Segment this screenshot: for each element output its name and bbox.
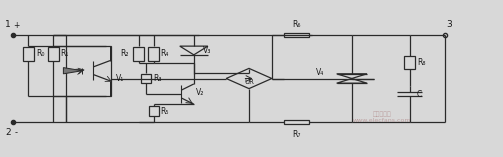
Text: R₅: R₅ xyxy=(160,107,169,116)
Bar xyxy=(66,46,111,96)
Bar xyxy=(133,47,144,61)
Bar xyxy=(148,47,159,61)
Bar xyxy=(284,33,309,37)
Bar xyxy=(404,56,415,70)
Bar xyxy=(284,120,309,124)
Bar xyxy=(48,47,59,61)
Text: C: C xyxy=(417,89,423,99)
Text: R₂: R₂ xyxy=(120,49,129,58)
Bar xyxy=(141,73,151,84)
Polygon shape xyxy=(63,68,82,74)
Text: -: - xyxy=(15,128,18,138)
Text: 1: 1 xyxy=(5,19,11,29)
Text: V₄: V₄ xyxy=(316,68,324,77)
Text: +: + xyxy=(14,21,20,30)
Text: R₄: R₄ xyxy=(160,49,169,58)
Text: 2: 2 xyxy=(5,128,11,138)
Text: 3: 3 xyxy=(447,19,453,29)
Text: R₈: R₈ xyxy=(417,58,426,68)
Text: V₁: V₁ xyxy=(116,74,124,83)
Text: R₁: R₁ xyxy=(60,49,68,58)
Text: UR: UR xyxy=(244,79,254,85)
Bar xyxy=(149,106,159,116)
Text: R₃: R₃ xyxy=(153,74,161,83)
Text: V₂: V₂ xyxy=(196,88,205,97)
Text: R₆: R₆ xyxy=(292,19,301,29)
Text: R₇: R₇ xyxy=(292,130,301,139)
Text: 电子发烧友
www.elecfans.com: 电子发烧友 www.elecfans.com xyxy=(353,112,411,123)
Bar xyxy=(23,47,34,61)
Text: V₃: V₃ xyxy=(203,46,211,55)
Text: R₀: R₀ xyxy=(36,49,45,58)
